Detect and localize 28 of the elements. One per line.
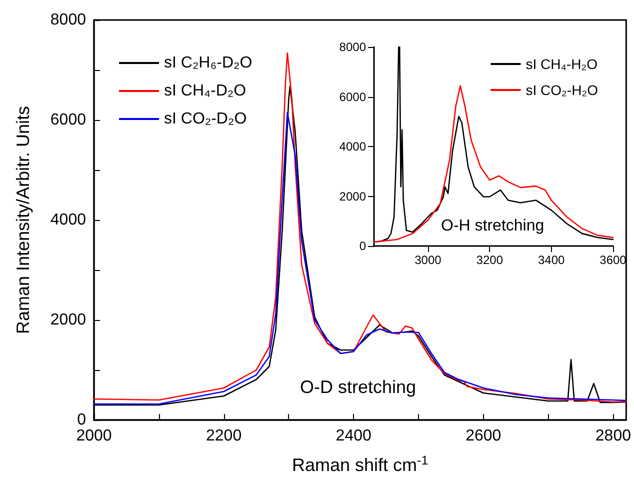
legend-label: sI CO₂-H₂O bbox=[526, 82, 598, 98]
y-axis-title: Raman Intensity/Arbitr. Units bbox=[13, 106, 33, 334]
legend-label: sI CO₂-D₂O bbox=[164, 110, 247, 128]
y-tick-label: 4000 bbox=[50, 212, 86, 228]
x-tick-label: 2800 bbox=[595, 428, 632, 444]
legend-label: sI CH₄-D₂O bbox=[164, 82, 246, 100]
x-tick-label: 3000 bbox=[414, 253, 442, 267]
y-tick-label: 0 bbox=[77, 412, 86, 428]
y-tick-label: 8000 bbox=[339, 40, 366, 54]
y-tick-label: 8000 bbox=[50, 12, 86, 28]
x-tick-label: 3400 bbox=[538, 253, 565, 267]
annotation: O-H stretching bbox=[441, 218, 544, 234]
y-tick-label: 6000 bbox=[50, 112, 86, 128]
x-tick-label: 2000 bbox=[76, 428, 112, 444]
legend-label: sI C₂H₆-D₂O bbox=[164, 54, 252, 72]
x-tick-label: 2200 bbox=[206, 428, 242, 444]
legend-label: sI CH₄-H₂O bbox=[526, 56, 598, 72]
y-tick-label: 0 bbox=[359, 239, 366, 253]
y-tick-label: 2000 bbox=[339, 189, 366, 204]
y-tick-label: 4000 bbox=[339, 140, 366, 154]
x-tick-label: 3200 bbox=[476, 253, 504, 267]
annotation: O-D stretching bbox=[300, 377, 416, 397]
x-tick-label: 2400 bbox=[336, 428, 372, 444]
x-tick-label: 2600 bbox=[466, 428, 502, 444]
y-tick-label: 2000 bbox=[50, 312, 86, 328]
y-tick-label: 6000 bbox=[339, 90, 366, 104]
line-series bbox=[373, 85, 614, 243]
x-tick-label: 3600 bbox=[600, 253, 627, 267]
